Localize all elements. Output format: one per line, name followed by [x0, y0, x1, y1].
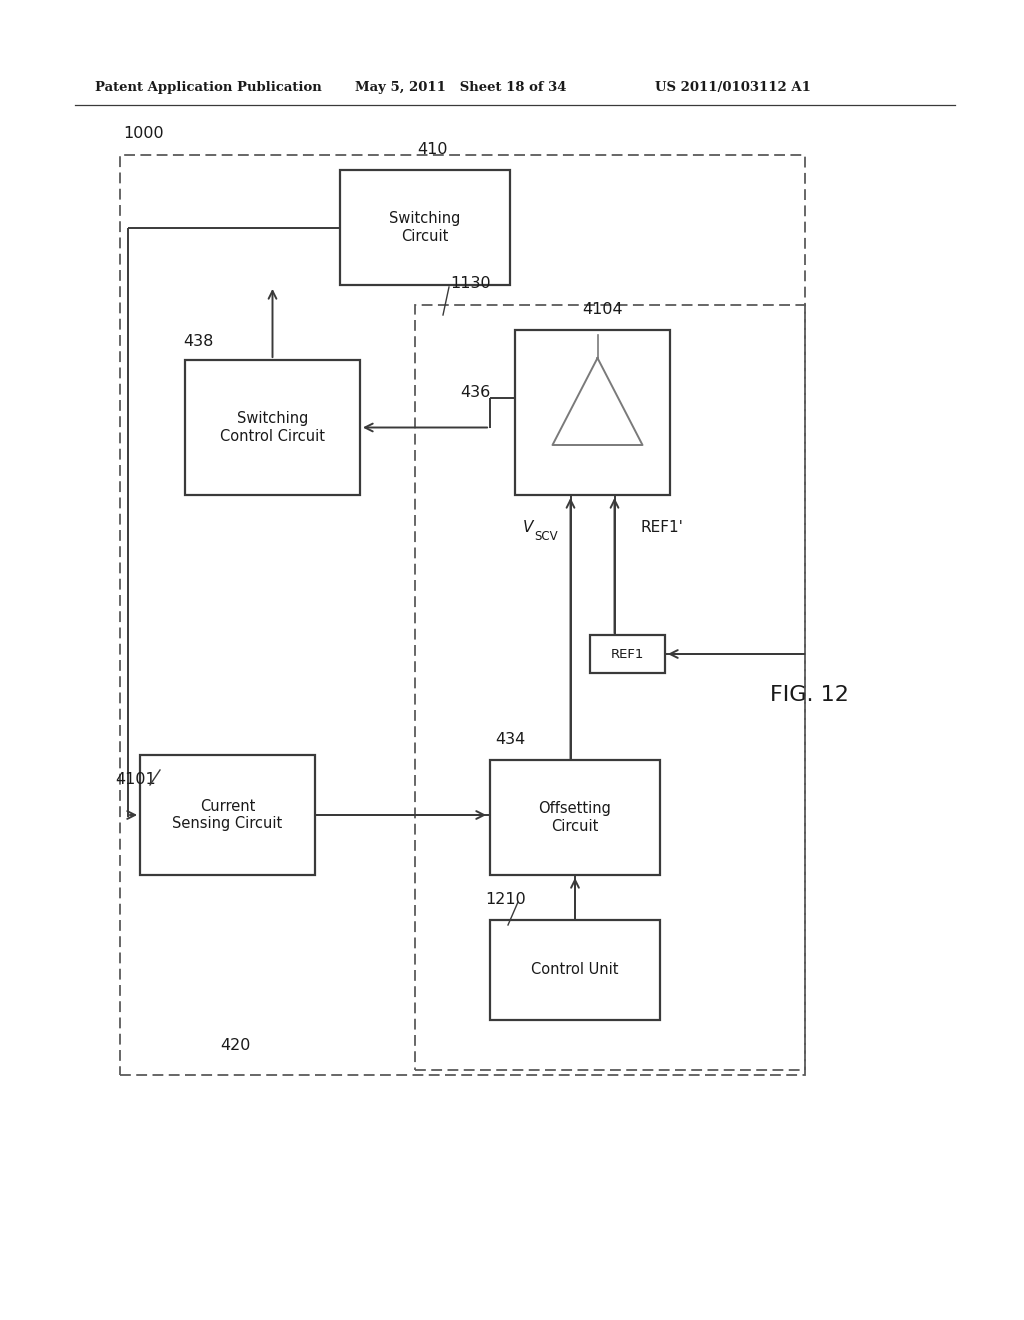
Text: Offsetting
Circuit: Offsetting Circuit [539, 801, 611, 834]
Text: Switching
Control Circuit: Switching Control Circuit [220, 412, 325, 444]
Bar [490, 920, 660, 1020]
Bar [120, 154, 805, 1074]
Text: Control Unit: Control Unit [531, 962, 618, 978]
Text: 438: 438 [183, 334, 213, 350]
Text: 434: 434 [495, 733, 525, 747]
Text: 1000: 1000 [123, 125, 164, 140]
Text: 1130: 1130 [450, 276, 490, 290]
Text: Patent Application Publication: Patent Application Publication [95, 81, 322, 94]
Bar [590, 635, 665, 673]
Bar [490, 760, 660, 875]
Text: US 2011/0103112 A1: US 2011/0103112 A1 [655, 81, 811, 94]
Text: 1210: 1210 [485, 892, 525, 908]
Text: REF1: REF1 [610, 648, 644, 660]
Bar [415, 305, 805, 1071]
Text: 436: 436 [460, 385, 490, 400]
Bar [515, 330, 670, 495]
Text: SCV: SCV [534, 531, 558, 544]
Text: REF1': REF1' [640, 520, 683, 535]
Text: V: V [523, 520, 534, 535]
Text: Current
Sensing Circuit: Current Sensing Circuit [172, 799, 283, 832]
Bar [185, 360, 360, 495]
Bar [340, 170, 510, 285]
Text: 4104: 4104 [583, 302, 624, 318]
Text: May 5, 2011   Sheet 18 of 34: May 5, 2011 Sheet 18 of 34 [355, 81, 566, 94]
Text: 420: 420 [220, 1038, 251, 1052]
Text: 410: 410 [417, 143, 447, 157]
Text: 4101: 4101 [115, 772, 156, 788]
Text: FIG. 12: FIG. 12 [770, 685, 849, 705]
Bar [140, 755, 315, 875]
Text: Switching
Circuit: Switching Circuit [389, 211, 461, 244]
